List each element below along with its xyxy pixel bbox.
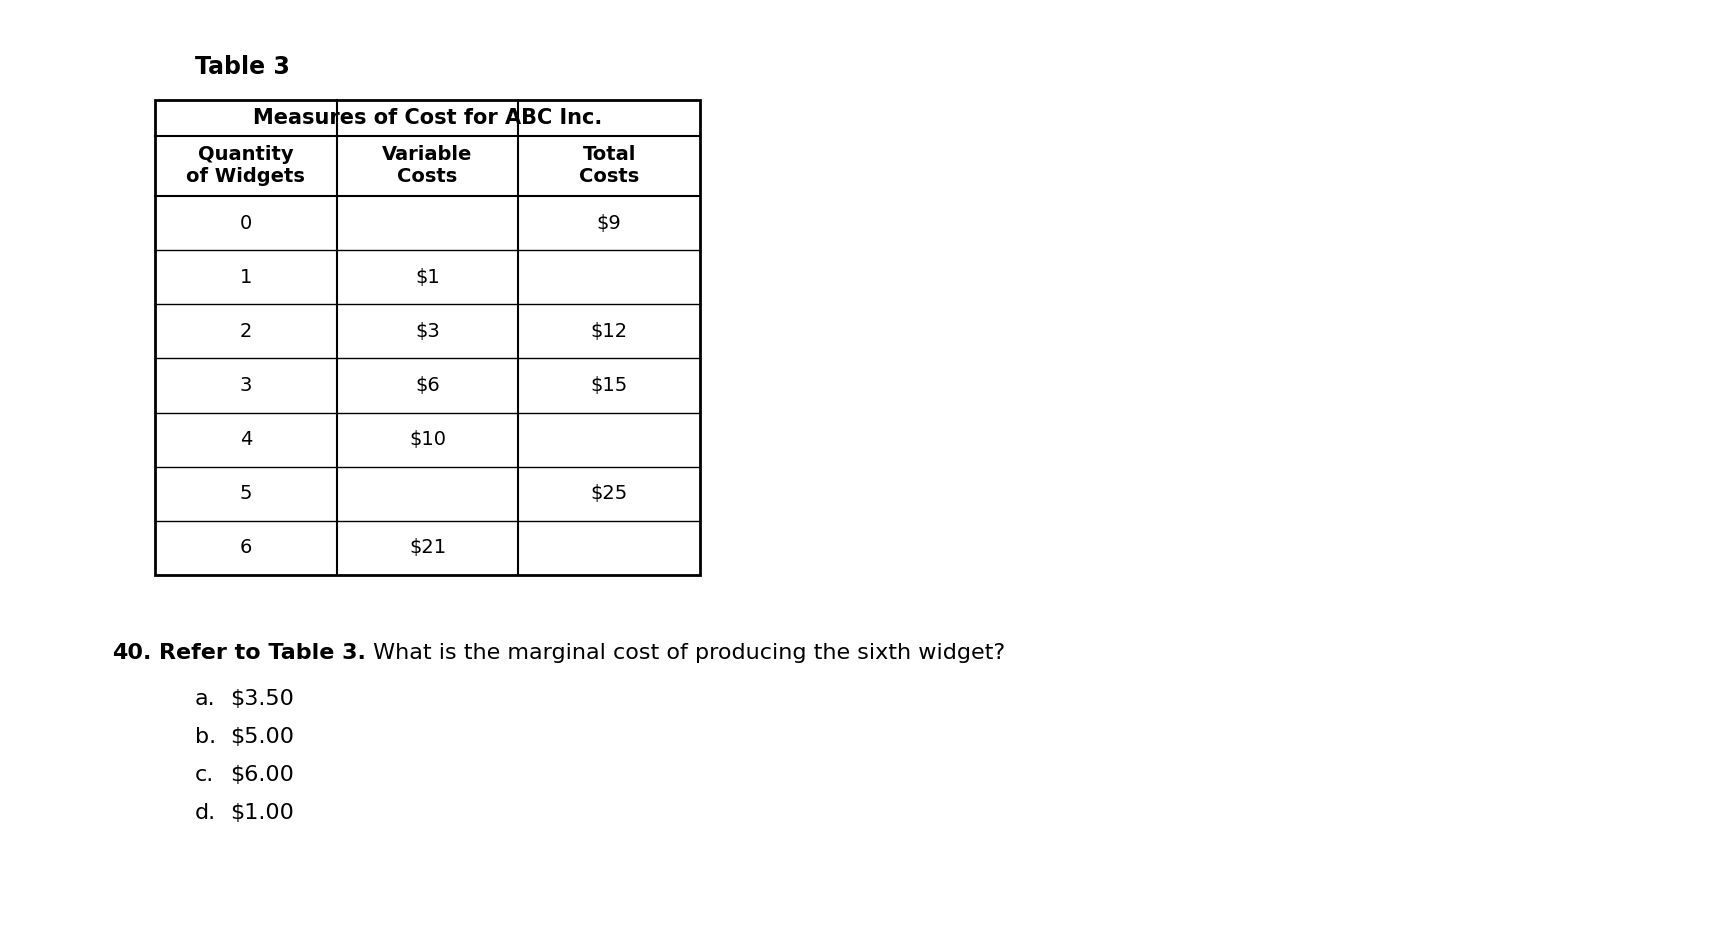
- Text: 0: 0: [239, 214, 251, 233]
- Text: 3: 3: [239, 376, 253, 395]
- Text: c.: c.: [196, 765, 215, 785]
- Text: $1: $1: [416, 268, 440, 287]
- Text: d.: d.: [196, 803, 216, 823]
- Text: $3.50: $3.50: [230, 689, 294, 709]
- Text: $6.00: $6.00: [230, 765, 294, 785]
- Text: $15: $15: [591, 376, 627, 395]
- Text: Measures of Cost for ABC Inc.: Measures of Cost for ABC Inc.: [253, 108, 603, 128]
- Text: $3: $3: [416, 322, 440, 341]
- Text: 1: 1: [239, 268, 253, 287]
- Text: What is the marginal cost of producing the sixth widget?: What is the marginal cost of producing t…: [365, 643, 1005, 663]
- Text: 6: 6: [239, 538, 253, 557]
- Text: 2: 2: [239, 322, 253, 341]
- Text: 5: 5: [239, 484, 253, 503]
- Text: $5.00: $5.00: [230, 727, 294, 747]
- Text: 4: 4: [239, 430, 253, 449]
- Text: b.: b.: [196, 727, 216, 747]
- Text: Total
Costs: Total Costs: [578, 146, 639, 186]
- Text: $25: $25: [591, 484, 627, 503]
- Bar: [154, 100, 700, 575]
- Text: Quantity
of Widgets: Quantity of Widgets: [187, 146, 305, 186]
- Text: $21: $21: [409, 538, 447, 557]
- Text: Variable
Costs: Variable Costs: [383, 146, 473, 186]
- Text: $6: $6: [416, 376, 440, 395]
- Text: $9: $9: [598, 214, 622, 233]
- Text: a.: a.: [196, 689, 215, 709]
- Text: 40.: 40.: [113, 643, 151, 663]
- Text: $10: $10: [409, 430, 447, 449]
- Text: $1.00: $1.00: [230, 803, 294, 823]
- Text: $12: $12: [591, 322, 627, 341]
- Text: Table 3: Table 3: [196, 55, 289, 79]
- Text: Refer to Table 3.: Refer to Table 3.: [159, 643, 365, 663]
